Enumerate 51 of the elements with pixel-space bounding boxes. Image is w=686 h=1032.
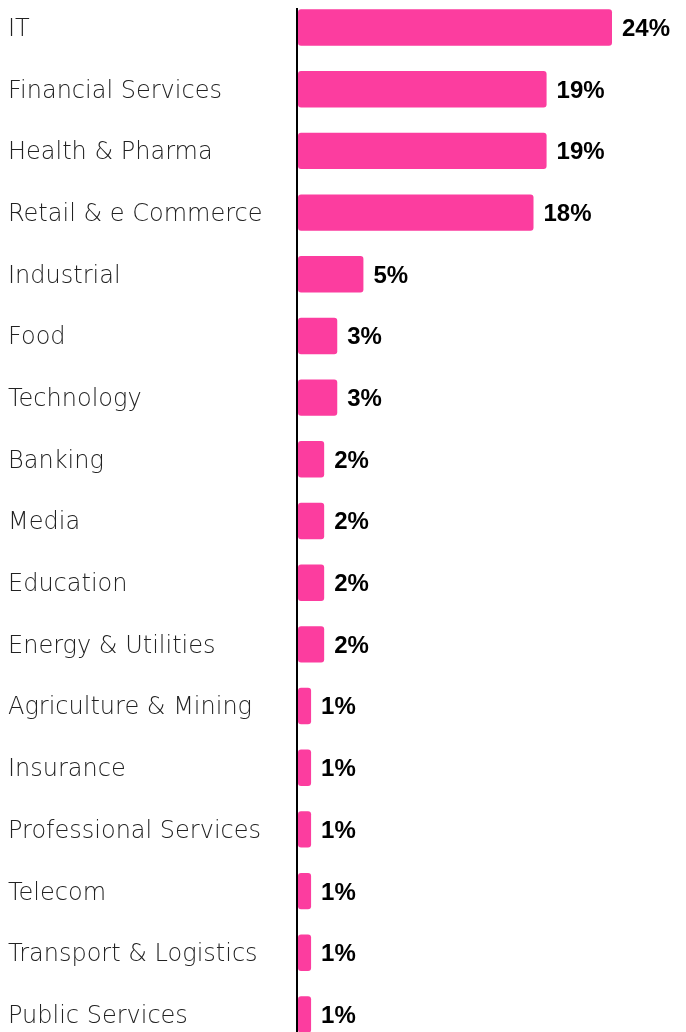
bar	[298, 872, 312, 910]
y-tick-label: Retail & e Commerce	[8, 198, 263, 227]
data-label: 5%	[373, 260, 409, 288]
data-label: 2%	[334, 445, 369, 473]
y-tick-label: Transport & Logistics	[8, 939, 258, 968]
data-label: 3%	[347, 384, 382, 412]
bar	[298, 687, 312, 725]
y-tick-label: Insurance	[8, 754, 126, 783]
y-tick-label: Food	[8, 322, 66, 351]
data-label: 1%	[321, 939, 356, 967]
bar	[298, 71, 547, 108]
bar	[298, 256, 364, 293]
bar	[298, 564, 325, 601]
data-label: 24%	[622, 13, 671, 41]
y-tick-label: Public Services	[8, 1000, 188, 1029]
data-label: 18%	[543, 198, 592, 226]
y-tick-label: Education	[8, 569, 128, 598]
y-tick-label: Media	[8, 507, 81, 536]
y-tick-label: Industrial	[8, 260, 121, 289]
y-tick-label: Financial Services	[8, 75, 222, 104]
bar	[298, 441, 325, 478]
y-tick-label: Technology	[8, 384, 142, 413]
y-tick-label: Telecom	[8, 877, 107, 906]
data-label: 1%	[321, 692, 356, 720]
y-tick-label: Agriculture & Mining	[8, 692, 252, 721]
data-label: 3%	[347, 322, 382, 350]
y-tick-label: Professional Services	[8, 815, 262, 844]
bar	[298, 934, 312, 971]
y-tick-label: Health & Pharma	[8, 137, 213, 166]
bar	[298, 502, 325, 540]
data-label: 1%	[321, 815, 356, 843]
bar	[298, 9, 612, 46]
data-label: 2%	[334, 630, 369, 658]
bar	[298, 317, 338, 355]
bar	[298, 194, 534, 231]
data-label: 2%	[334, 569, 369, 597]
y-tick-label: Energy & Utilities	[8, 630, 216, 659]
y-tick-label: Banking	[8, 445, 104, 474]
bar	[298, 626, 325, 663]
bar	[298, 811, 312, 848]
data-label: 1%	[321, 754, 356, 782]
data-label: 1%	[321, 1000, 356, 1028]
bar	[298, 996, 312, 1032]
data-label: 2%	[334, 507, 369, 535]
y-tick-label: IT	[8, 13, 31, 42]
data-label: 1%	[321, 877, 356, 905]
bar	[298, 749, 312, 786]
data-label: 19%	[556, 137, 605, 165]
data-label: 19%	[556, 75, 605, 103]
bar	[298, 379, 338, 416]
bar	[298, 132, 547, 170]
